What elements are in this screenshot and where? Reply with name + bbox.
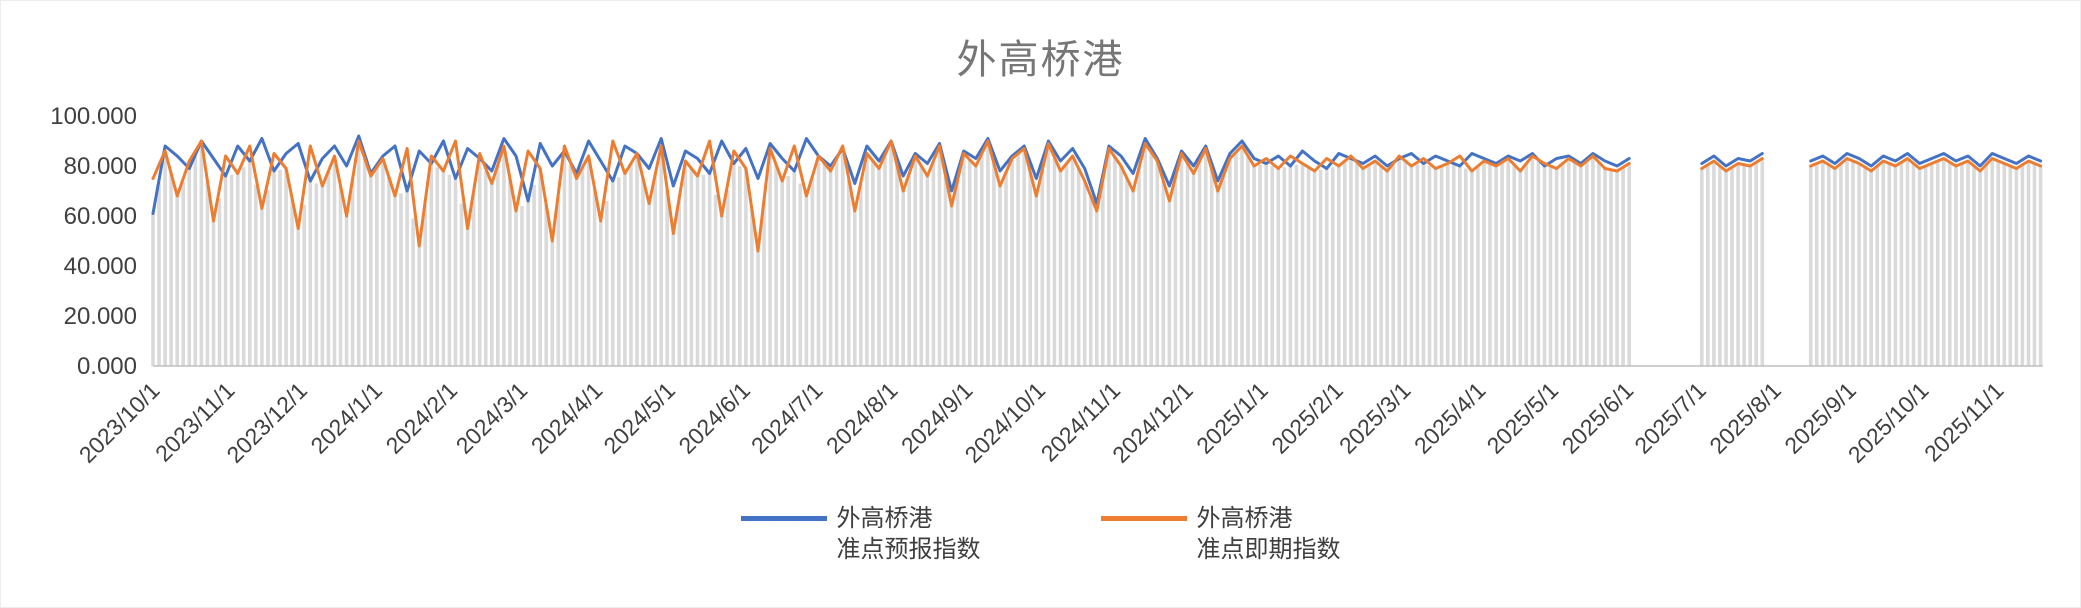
legend-label-forecast-line2: 准点预报指数 [836,536,981,563]
x-tick-label: 2025/1/1 [1191,377,1273,459]
x-tick-label: 2024/8/1 [821,377,903,459]
x-tick-label: 2025/6/1 [1557,377,1639,459]
x-tick-label: 2024/12/1 [1107,377,1198,468]
x-tick-label: 2024/2/1 [381,377,463,459]
x-tick-label: 2023/12/1 [221,377,312,468]
x-tick-label: 2024/10/1 [959,377,1050,468]
series-line-spot [151,139,2043,253]
x-tick-label: 2025/8/1 [1704,377,1786,459]
x-tick-label: 2025/4/1 [1409,377,1491,459]
x-tick-label: 2025/10/1 [1843,377,1934,468]
legend: 外高桥港 准点预报指数 外高桥港 准点即期指数 [1,503,2080,565]
legend-label-spot: 外高桥港 准点即期指数 [1197,503,1341,565]
y-tick-label: 40.000 [64,253,137,280]
y-tick-label: 60.000 [64,203,137,230]
y-tick-label: 100.000 [50,103,137,130]
legend-item-forecast: 外高桥港 准点预报指数 [740,503,981,565]
x-tick-label: 2024/3/1 [451,377,533,459]
x-tick-label: 2025/7/1 [1629,377,1711,459]
legend-label-spot-line1: 外高桥港 [1196,505,1293,532]
y-tick-label: 80.000 [64,153,137,180]
x-tick-label: 2024/6/1 [673,377,755,459]
x-tick-label: 2024/5/1 [598,377,680,459]
x-tick-label: 2024/1/1 [305,377,387,459]
legend-label-spot-line2: 准点即期指数 [1196,536,1341,563]
legend-label-forecast-line1: 外高桥港 [836,505,933,532]
y-tick-label: 0.000 [77,353,137,380]
legend-line-marker-forecast [740,516,827,521]
x-tick-label: 2023/10/1 [74,377,165,468]
chart-title: 外高桥港 [956,38,1125,82]
legend-item-spot: 外高桥港 准点即期指数 [1100,503,1341,565]
legend-line-marker-spot [1100,516,1187,521]
x-tick-label: 2025/2/1 [1266,377,1348,459]
x-tick-label: 2024/7/1 [746,377,828,459]
legend-label-forecast: 外高桥港 准点预报指数 [837,503,981,565]
y-tick-label: 20.000 [64,303,137,330]
x-tick-label: 2025/11/1 [1919,377,2009,467]
x-tick-label: 2024/4/1 [526,377,608,459]
x-tick-label: 2025/5/1 [1482,377,1564,459]
background-bars [151,141,2043,367]
x-tick-label: 2025/3/1 [1334,377,1416,459]
